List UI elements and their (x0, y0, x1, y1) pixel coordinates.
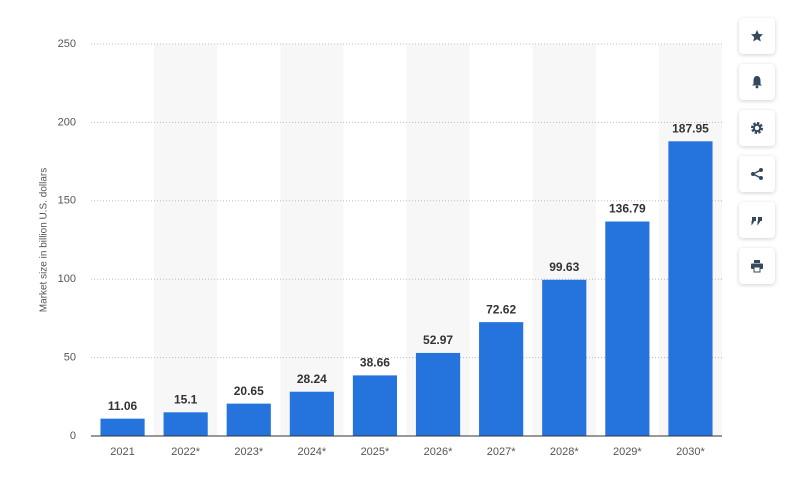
bar (605, 221, 650, 436)
y-axis-label: Market size in billion U.S. dollars (39, 168, 50, 313)
value-label: 52.97 (423, 333, 453, 347)
band-shade (154, 44, 218, 436)
value-label: 187.95 (672, 121, 709, 135)
x-tick-label: 2021 (110, 446, 134, 458)
x-tick-label: 2030* (676, 446, 705, 458)
bar (542, 279, 587, 436)
cite-button[interactable] (739, 202, 775, 238)
y-tick-label: 200 (58, 116, 76, 128)
bar (352, 375, 398, 436)
value-label: 20.65 (234, 384, 264, 398)
y-tick-label: 250 (58, 38, 76, 50)
bar (100, 418, 145, 436)
bar (163, 412, 208, 436)
notification-button[interactable] (739, 64, 775, 100)
x-tick-label: 2024* (297, 446, 326, 458)
value-label: 28.24 (297, 372, 327, 386)
y-tick-label: 100 (58, 273, 76, 285)
value-label: 99.63 (549, 260, 579, 274)
y-tick-label: 50 (64, 352, 76, 364)
print-button[interactable] (739, 248, 775, 284)
bar (479, 322, 524, 436)
band-shade (280, 44, 344, 436)
x-tick-label: 2028* (550, 446, 579, 458)
x-tick-label: 2026* (424, 446, 453, 458)
share-button[interactable] (739, 156, 775, 192)
y-tick-label: 0 (70, 430, 76, 442)
bar (226, 403, 271, 436)
value-label: 136.79 (609, 202, 646, 216)
value-label: 11.06 (108, 399, 138, 413)
chart: Market size in billion U.S. dollars 0 50 1… (39, 38, 722, 458)
x-tick-label: 2025* (361, 446, 390, 458)
bar (289, 391, 334, 436)
x-tick-label: 2022* (171, 446, 200, 458)
y-tick-label: 150 (58, 195, 76, 207)
settings-button[interactable] (739, 110, 775, 146)
value-label: 72.62 (486, 302, 516, 316)
x-tick-label: 2029* (613, 446, 642, 458)
favorite-button[interactable] (739, 18, 775, 54)
bar (415, 352, 461, 436)
bar (668, 141, 713, 436)
x-tick-label: 2023* (234, 446, 263, 458)
value-label: 15.1 (174, 392, 198, 406)
x-tick-label: 2027* (487, 446, 516, 458)
value-label: 38.66 (360, 356, 390, 370)
